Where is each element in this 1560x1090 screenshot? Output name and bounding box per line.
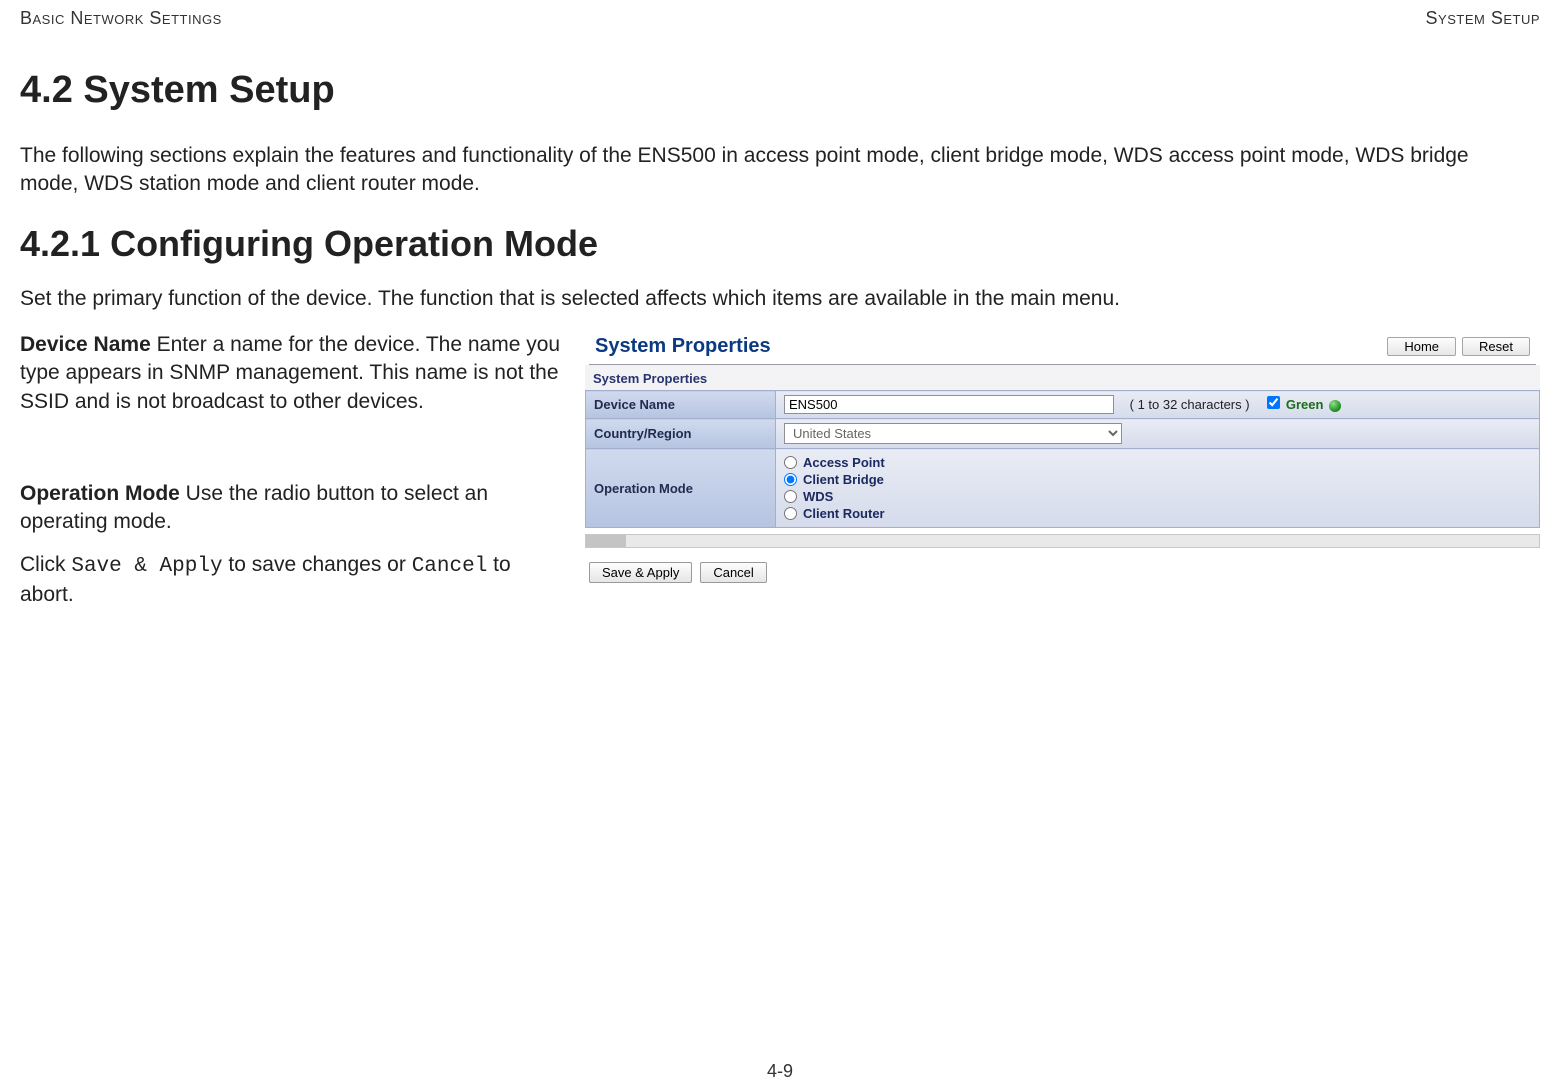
device-name-cell-label: Device Name (586, 391, 776, 419)
country-cell-label: Country/Region (586, 419, 776, 449)
radio-input-wds[interactable] (784, 490, 797, 503)
operation-mode-description: Operation Mode Use the radio button to s… (20, 480, 565, 537)
panel-title: System Properties (595, 335, 771, 358)
subsection-title: 4.2.1 Configuring Operation Mode (20, 223, 1540, 265)
radio-client-bridge[interactable]: Client Bridge (784, 472, 1531, 487)
radio-label-cb: Client Bridge (803, 472, 884, 487)
reset-button[interactable]: Reset (1462, 337, 1530, 356)
header-right: System Setup (1426, 8, 1540, 29)
radio-client-router[interactable]: Client Router (784, 506, 1531, 521)
content-columns: Device Name Enter a name for the device.… (20, 331, 1540, 637)
save-cancel-instruction: Click Save & Apply to save changes or Ca… (20, 551, 565, 610)
props-subtitle: System Properties (585, 365, 1540, 390)
country-select[interactable]: United States (784, 423, 1122, 444)
country-cell-value: United States (776, 419, 1540, 449)
system-properties-panel: System Properties Home Reset System Prop… (585, 331, 1540, 587)
save-apply-text: Save & Apply (71, 555, 222, 578)
radio-input-cr[interactable] (784, 507, 797, 520)
table-row: Country/Region United States (586, 419, 1540, 449)
section-intro: The following sections explain the featu… (20, 142, 1500, 199)
char-limit-note: ( 1 to 32 characters ) (1130, 397, 1250, 412)
page-header: Basic Network Settings System Setup (20, 0, 1540, 29)
table-row: Device Name ( 1 to 32 characters ) Green (586, 391, 1540, 419)
device-name-cell-value: ( 1 to 32 characters ) Green (776, 391, 1540, 419)
radio-label-wds: WDS (803, 489, 833, 504)
page-number: 4-9 (0, 1061, 1560, 1082)
panel-header: System Properties Home Reset (585, 331, 1540, 364)
scrollbar-thumb[interactable] (586, 535, 626, 547)
radio-input-cb[interactable] (784, 473, 797, 486)
green-icon (1329, 400, 1341, 412)
click-prefix: Click (20, 553, 71, 576)
radio-input-ap[interactable] (784, 456, 797, 469)
green-checkbox[interactable] (1267, 396, 1280, 409)
device-name-description: Device Name Enter a name for the device.… (20, 331, 565, 416)
screenshot-column: System Properties Home Reset System Prop… (585, 331, 1540, 587)
cancel-button[interactable]: Cancel (700, 562, 766, 583)
header-left: Basic Network Settings (20, 8, 222, 29)
table-row: Operation Mode Access Point Client Bridg… (586, 449, 1540, 528)
device-name-label: Device Name (20, 333, 151, 356)
horizontal-scrollbar[interactable] (585, 534, 1540, 548)
home-button[interactable]: Home (1387, 337, 1456, 356)
radio-access-point[interactable]: Access Point (784, 455, 1531, 470)
radio-label-cr: Client Router (803, 506, 885, 521)
properties-table: Device Name ( 1 to 32 characters ) Green… (585, 390, 1540, 528)
device-name-input[interactable] (784, 395, 1114, 414)
opmode-cell-label: Operation Mode (586, 449, 776, 528)
save-apply-button[interactable]: Save & Apply (589, 562, 692, 583)
radio-wds[interactable]: WDS (784, 489, 1531, 504)
panel-nav-buttons: Home Reset (1387, 337, 1530, 356)
subsection-intro: Set the primary function of the device. … (20, 285, 1540, 313)
action-buttons-row: Save & Apply Cancel (585, 548, 1540, 587)
radio-label-ap: Access Point (803, 455, 885, 470)
click-mid: to save changes or (223, 553, 412, 576)
cancel-text: Cancel (412, 555, 488, 578)
descriptions-column: Device Name Enter a name for the device.… (20, 331, 565, 637)
opmode-cell-value: Access Point Client Bridge WDS (776, 449, 1540, 528)
green-label: Green (1286, 397, 1324, 412)
op-mode-label: Operation Mode (20, 482, 180, 505)
section-title: 4.2 System Setup (20, 69, 1540, 112)
operation-mode-radio-group: Access Point Client Bridge WDS (784, 453, 1531, 523)
